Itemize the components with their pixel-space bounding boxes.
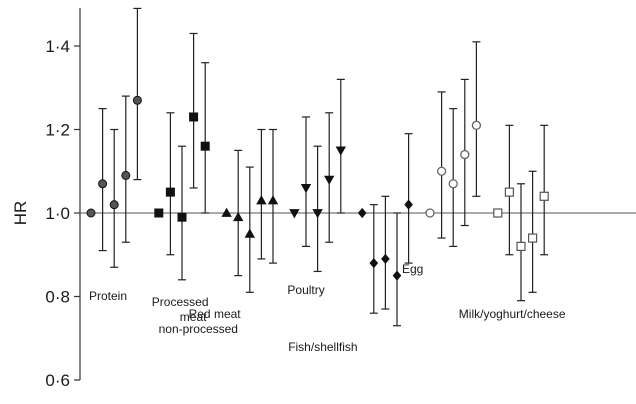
hr-point-marker bbox=[86, 208, 96, 218]
group-label: non-processed bbox=[159, 322, 238, 336]
hr-point-marker bbox=[527, 233, 538, 243]
hr-point-marker bbox=[98, 179, 108, 189]
y-tick-label: 1·2 bbox=[45, 121, 70, 140]
hr-point-marker bbox=[267, 195, 279, 205]
y-tick-label: 0·6 bbox=[45, 371, 70, 390]
hr-point-marker bbox=[132, 95, 142, 105]
group-label: Processed bbox=[152, 295, 209, 309]
y-tick-label: 0·8 bbox=[45, 288, 70, 307]
hr-point-marker bbox=[177, 212, 187, 222]
group-label: meat bbox=[180, 310, 207, 324]
y-tick-label: 1·4 bbox=[45, 37, 70, 56]
hr-point-marker bbox=[392, 270, 402, 281]
hr-point-marker bbox=[381, 253, 390, 265]
hr-point-marker bbox=[165, 187, 175, 197]
hr-point-marker bbox=[312, 209, 323, 219]
hr-point-marker bbox=[289, 209, 300, 219]
group-label: Protein bbox=[89, 289, 127, 303]
hr-point-marker bbox=[369, 257, 379, 269]
group-label: Red meat bbox=[189, 307, 242, 321]
hr-point-marker bbox=[189, 112, 199, 122]
hr-point-marker bbox=[460, 149, 470, 160]
hr-point-marker bbox=[539, 191, 549, 201]
hr-point-marker bbox=[244, 228, 255, 238]
hr-point-marker bbox=[404, 199, 413, 210]
group-label: Milk/yoghurt/cheese bbox=[459, 307, 566, 321]
errorbar-layer bbox=[98, 7, 549, 327]
hr-point-marker bbox=[335, 146, 346, 156]
hr-point-marker bbox=[300, 184, 312, 194]
hr-point-marker bbox=[357, 207, 367, 219]
hr-point-marker bbox=[221, 207, 232, 217]
group-label: Egg bbox=[402, 262, 423, 276]
hr-point-marker bbox=[256, 195, 267, 205]
hr-point-marker bbox=[200, 141, 210, 151]
hr-point-marker bbox=[504, 187, 514, 197]
marker-layer bbox=[86, 95, 549, 281]
hr-point-marker bbox=[516, 241, 526, 251]
group-label: Poultry bbox=[287, 283, 324, 297]
hr-point-marker bbox=[154, 208, 164, 218]
hr-point-marker bbox=[109, 200, 119, 210]
hr-point-marker bbox=[233, 211, 244, 222]
y-axis-label: HR bbox=[11, 201, 30, 226]
hr-point-marker bbox=[471, 120, 482, 130]
group-label: Fish/shellfish bbox=[288, 340, 357, 354]
axis-layer: 0·6 0·8 1·0 1·2 1·4 HR bbox=[11, 8, 81, 390]
hr-point-marker bbox=[425, 208, 435, 218]
y-tick-label: 1·0 bbox=[45, 204, 70, 223]
hr-point-marker bbox=[448, 179, 458, 189]
hr-point-marker bbox=[493, 208, 503, 218]
hr-point-marker bbox=[324, 175, 335, 185]
hr-point-marker bbox=[121, 170, 131, 180]
hr-point-marker bbox=[436, 166, 447, 176]
